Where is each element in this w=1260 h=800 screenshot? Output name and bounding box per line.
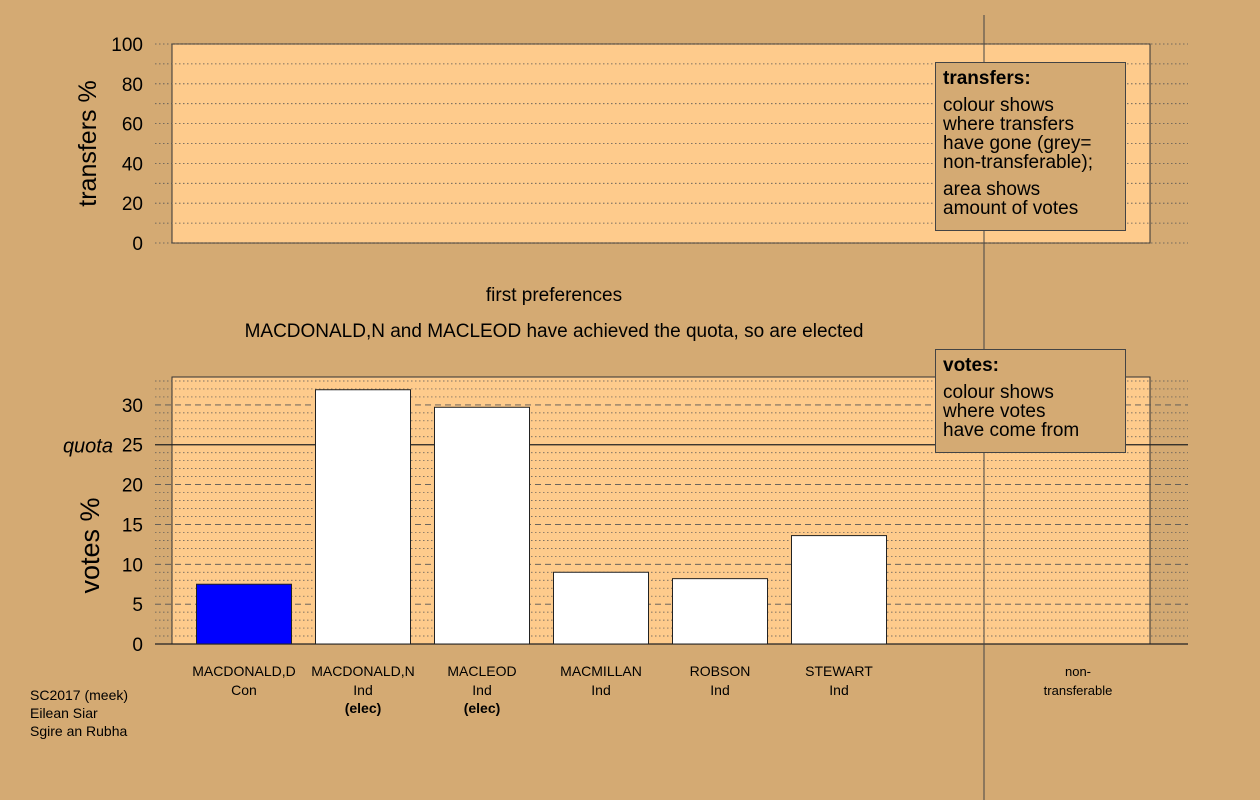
candidate-party-label: Con — [231, 682, 257, 698]
transfers-y-tick-label: 100 — [111, 35, 143, 56]
votes-legend-title: votes: — [943, 355, 999, 376]
bar-macleod — [434, 406, 530, 645]
footer-caption: SC2017 (meek) Eilean Siar Sgire an Rubha — [30, 686, 128, 740]
candidate-party-label: Ind — [829, 682, 848, 698]
candidate-party-label: Ind — [353, 682, 372, 698]
transfers-legend-line: colour shows — [943, 95, 1054, 116]
transfers-y-tick-label: 80 — [122, 75, 143, 96]
transfers-legend: transfers: colour shows where transfers … — [935, 62, 1126, 231]
footer-line: Sgire an Rubha — [30, 723, 128, 739]
bar-macmillan — [553, 571, 649, 645]
votes-y-tick-label: 10 — [122, 555, 143, 576]
bar-macdonald-n — [315, 389, 411, 645]
candidate-name-label: MACDONALD,D — [192, 663, 295, 679]
quota-label: quota — [63, 436, 113, 458]
stage-title: first preferences — [486, 285, 622, 306]
votes-legend-line: have come from — [943, 420, 1080, 441]
bar-macdonald-d — [196, 583, 292, 645]
candidate-name-label: STEWART — [805, 663, 873, 679]
nontransferable-label: non-transferable — [1044, 664, 1113, 698]
nontransferable-label-line: non- — [1065, 664, 1091, 679]
transfers-y-ticks: 0 20 40 60 80 100 — [111, 35, 143, 255]
transfers-legend-title: transfers: — [943, 68, 1031, 89]
votes-bars — [196, 389, 887, 645]
votes-y-tick-label: 20 — [122, 476, 143, 497]
transfers-legend-line: amount of votes — [943, 198, 1079, 219]
candidate-name-label: ROBSON — [690, 663, 751, 679]
candidate-party-label: Ind — [710, 682, 729, 698]
transfers-y-tick-label: 60 — [122, 115, 143, 136]
transfers-legend-line: have gone (grey= — [943, 133, 1092, 154]
stage-subtitle: MACDONALD,N and MACLEOD have achieved th… — [245, 321, 864, 342]
candidate-elected-label: (elec) — [345, 700, 382, 716]
candidate-name-label: MACLEOD — [447, 663, 516, 679]
candidate-party-label: Ind — [591, 682, 610, 698]
footer-line: SC2017 (meek) — [30, 687, 129, 703]
transfers-y-axis-label: transfers % — [74, 80, 102, 206]
transfers-legend-line: area shows — [943, 179, 1041, 200]
votes-y-axis-label: votes % — [75, 497, 105, 593]
candidate-elected-label: (elec) — [464, 700, 501, 716]
votes-y-ticks: 0 5 10 15 20 25 30 — [122, 396, 143, 656]
votes-legend: votes: colour shows where votes have com… — [935, 349, 1126, 453]
transfers-legend-line: where transfers — [943, 114, 1074, 135]
footer-line: Eilean Siar — [30, 705, 98, 721]
transfers-y-tick-label: 40 — [122, 154, 143, 175]
votes-legend-line: where votes — [943, 401, 1046, 422]
nontransferable-label-line: transferable — [1044, 683, 1113, 698]
transfers-legend-line: non-transferable); — [943, 152, 1093, 173]
transfers-y-tick-label: 20 — [122, 194, 143, 215]
votes-y-tick-label: 30 — [122, 396, 143, 417]
votes-legend-line: colour shows — [943, 382, 1054, 403]
candidate-party-label: Ind — [472, 682, 491, 698]
bar-stewart — [791, 535, 887, 645]
votes-y-tick-label: 5 — [132, 595, 143, 616]
candidate-name-label: MACMILLAN — [560, 663, 642, 679]
transfers-y-tick-label: 0 — [132, 234, 143, 255]
bar-robson — [672, 578, 768, 645]
candidate-labels: MACDONALD,D Con MACDONALD,N Ind (elec) MACLEO… — [192, 663, 873, 716]
votes-y-tick-label: 15 — [122, 515, 143, 536]
votes-y-tick-label: 0 — [132, 635, 143, 656]
candidate-name-label: MACDONALD,N — [311, 663, 414, 679]
votes-y-tick-label: 25 — [122, 436, 143, 457]
